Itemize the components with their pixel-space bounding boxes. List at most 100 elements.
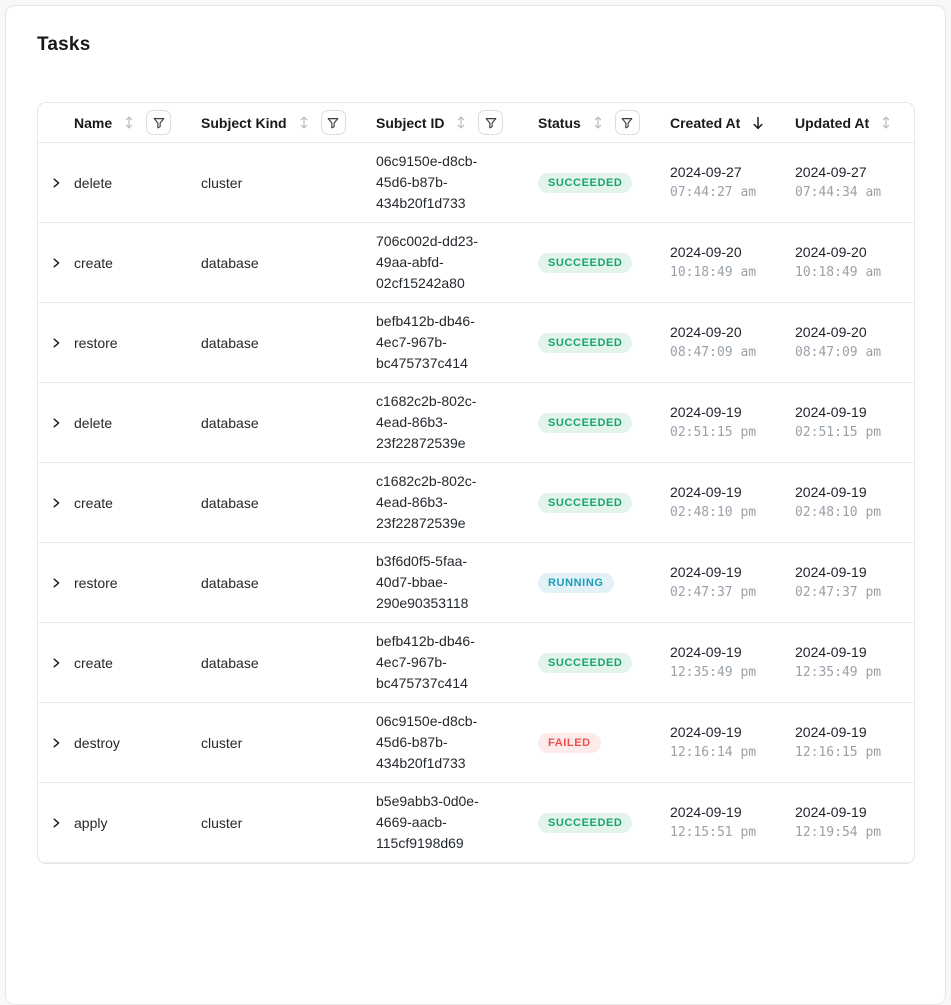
table-row[interactable]: create database c1682c2b-802c-4ead-86b3-… <box>38 463 914 543</box>
status-badge: SUCCEEDED <box>538 252 633 273</box>
expand-row-button[interactable] <box>48 495 64 511</box>
sort-updown-icon <box>125 116 133 129</box>
task-name: create <box>74 494 113 511</box>
cell-subject-id: c1682c2b-802c-4ead-86b3-23f22872539e <box>376 463 538 542</box>
cell-status: SUCCEEDED <box>538 143 670 222</box>
filter-button-name[interactable] <box>146 110 172 135</box>
cell-subject-id: 06c9150e-d8cb-45d6-b87b-434b20f1d733 <box>376 143 538 222</box>
created-time: 08:47:09 am <box>670 345 757 360</box>
cell-subject-id: befb412b-db46-4ec7-967b-bc475737c414 <box>376 303 538 382</box>
sort-button-subject-id[interactable] <box>456 115 466 130</box>
cell-created-at: 2024-09-20 10:18:49 am <box>670 223 795 302</box>
sort-button-status[interactable] <box>593 115 603 130</box>
subject-id: 706c002d-dd23-49aa-abfd-02cf15242a80 <box>376 233 478 291</box>
created-time: 12:35:49 pm <box>670 665 757 680</box>
table-row[interactable]: restore database b3f6d0f5-5faa-40d7-bbae… <box>38 543 914 623</box>
sort-button-subject-kind[interactable] <box>299 115 309 130</box>
row-expand-cell <box>38 463 74 542</box>
header-name-label: Name <box>74 114 113 131</box>
updated-time: 07:44:34 am <box>795 185 882 200</box>
header-expand-spacer <box>38 103 74 142</box>
table-row[interactable]: apply cluster b5e9abb3-0d0e-4669-aacb-11… <box>38 783 914 863</box>
filter-button-status[interactable] <box>614 110 640 135</box>
sort-updown-icon <box>458 116 465 129</box>
subject-id: b5e9abb3-0d0e-4669-aacb-115cf9198d69 <box>376 793 479 851</box>
cell-task-name: create <box>74 623 201 702</box>
cell-subject-kind: database <box>201 303 376 382</box>
table-row[interactable]: destroy cluster 06c9150e-d8cb-45d6-b87b-… <box>38 703 914 783</box>
subject-kind: database <box>201 494 259 511</box>
table-row[interactable]: create database 706c002d-dd23-49aa-abfd-… <box>38 223 914 303</box>
created-date: 2024-09-19 <box>670 804 742 820</box>
cell-subject-id: b5e9abb3-0d0e-4669-aacb-115cf9198d69 <box>376 783 538 862</box>
updated-time: 12:35:49 pm <box>795 665 882 680</box>
sort-button-created-at[interactable] <box>752 116 764 130</box>
expand-row-button[interactable] <box>48 655 64 671</box>
header-status: Status <box>538 103 670 142</box>
created-date: 2024-09-20 <box>670 324 742 340</box>
subject-id: c1682c2b-802c-4ead-86b3-23f22872539e <box>376 393 477 451</box>
created-date: 2024-09-19 <box>670 484 742 500</box>
table-row[interactable]: delete cluster 06c9150e-d8cb-45d6-b87b-4… <box>38 143 914 223</box>
expand-row-button[interactable] <box>48 815 64 831</box>
expand-row-button[interactable] <box>48 335 64 351</box>
filter-button-subject-kind[interactable] <box>320 110 346 135</box>
expand-row-button[interactable] <box>48 255 64 271</box>
funnel-icon <box>485 117 497 128</box>
cell-created-at: 2024-09-19 12:16:14 pm <box>670 703 795 782</box>
status-badge: SUCCEEDED <box>538 412 633 433</box>
table-row[interactable]: delete database c1682c2b-802c-4ead-86b3-… <box>38 383 914 463</box>
cell-status: RUNNING <box>538 543 670 622</box>
cell-status: FAILED <box>538 703 670 782</box>
task-name: delete <box>74 174 113 191</box>
expand-row-button[interactable] <box>48 735 64 751</box>
updated-time: 12:16:15 pm <box>795 745 882 760</box>
header-updated-at-label: Updated At <box>795 114 870 131</box>
header-subject-id-label: Subject ID <box>376 114 445 131</box>
cell-created-at: 2024-09-19 12:35:49 pm <box>670 623 795 702</box>
table-row[interactable]: restore database befb412b-db46-4ec7-967b… <box>38 303 914 383</box>
expand-row-button[interactable] <box>48 175 64 191</box>
cell-created-at: 2024-09-27 07:44:27 am <box>670 143 795 222</box>
chevron-right-icon <box>53 577 60 588</box>
cell-subject-id: c1682c2b-802c-4ead-86b3-23f22872539e <box>376 383 538 462</box>
page-card: Tasks Name Subject Kind <box>5 5 946 1005</box>
subject-kind: database <box>201 414 259 431</box>
sort-button-name[interactable] <box>124 115 134 130</box>
updated-date: 2024-09-19 <box>795 404 867 420</box>
status-badge: SUCCEEDED <box>538 332 633 353</box>
subject-id: 06c9150e-d8cb-45d6-b87b-434b20f1d733 <box>376 713 478 771</box>
cell-updated-at: 2024-09-19 02:48:10 pm <box>795 463 914 542</box>
table-row[interactable]: create database befb412b-db46-4ec7-967b-… <box>38 623 914 703</box>
task-name: restore <box>74 334 118 351</box>
sort-button-updated-at[interactable] <box>881 115 891 130</box>
cell-status: SUCCEEDED <box>538 623 670 702</box>
task-name: create <box>74 654 113 671</box>
cell-task-name: create <box>74 223 201 302</box>
updated-time: 12:19:54 pm <box>795 825 882 840</box>
status-badge: SUCCEEDED <box>538 652 633 673</box>
header-subject-kind: Subject Kind <box>201 103 376 142</box>
subject-id: befb412b-db46-4ec7-967b-bc475737c414 <box>376 313 475 371</box>
updated-date: 2024-09-19 <box>795 804 867 820</box>
expand-row-button[interactable] <box>48 415 64 431</box>
funnel-icon <box>153 117 165 128</box>
subject-kind: cluster <box>201 814 243 831</box>
cell-subject-kind: database <box>201 543 376 622</box>
cell-task-name: destroy <box>74 703 201 782</box>
cell-subject-kind: database <box>201 383 376 462</box>
cell-subject-kind: database <box>201 463 376 542</box>
subject-kind: database <box>201 574 259 591</box>
cell-updated-at: 2024-09-19 02:47:37 pm <box>795 543 914 622</box>
chevron-right-icon <box>53 817 60 828</box>
filter-button-subject-id[interactable] <box>478 110 504 135</box>
created-date: 2024-09-19 <box>670 404 742 420</box>
updated-time: 02:51:15 pm <box>795 425 882 440</box>
task-name: apply <box>74 814 108 831</box>
created-time: 10:18:49 am <box>670 265 757 280</box>
created-date: 2024-09-27 <box>670 164 742 180</box>
cell-subject-kind: database <box>201 223 376 302</box>
task-name: create <box>74 254 113 271</box>
cell-created-at: 2024-09-20 08:47:09 am <box>670 303 795 382</box>
expand-row-button[interactable] <box>48 575 64 591</box>
